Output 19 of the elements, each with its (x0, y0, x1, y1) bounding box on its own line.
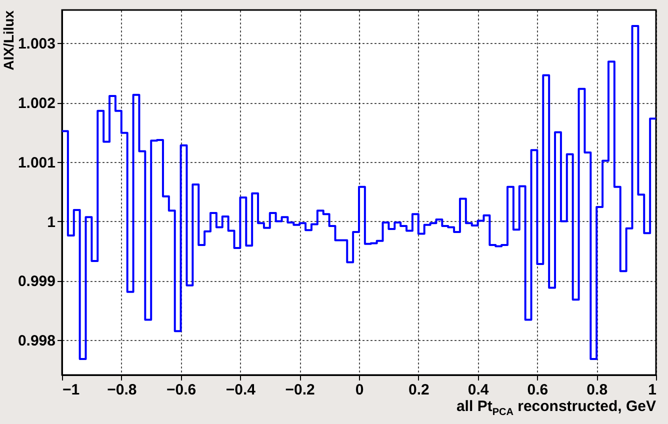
y-tick-label: 1.003 (18, 36, 56, 53)
x-tick-label: 1 (648, 382, 656, 398)
y-tick-label: 0.999 (18, 273, 56, 290)
x-tick-label: −0.8 (107, 382, 137, 398)
x-tick-label: 0.8 (586, 382, 608, 398)
x-tick-label: 0 (355, 382, 364, 398)
y-axis-title: AIX/Lilux (0, 10, 16, 70)
x-tick-label: −0.6 (166, 382, 196, 398)
y-tick-label: 1 (47, 214, 56, 231)
x-tick-label: −0.2 (285, 382, 315, 398)
x-tick-label: −1 (62, 382, 80, 398)
x-tick-label: 0.6 (527, 382, 548, 398)
y-tick-label: 1.002 (18, 95, 56, 112)
y-tick-label: 1.001 (18, 154, 56, 172)
y-tick-label: 0.998 (18, 332, 56, 350)
x-tick-label: 0.2 (408, 382, 430, 398)
x-tick-label: −0.4 (226, 382, 256, 398)
x-tick-label: 0.4 (468, 382, 490, 398)
x-axis-title: all Pt$_{PCA}$ reconstructed, GeV (456, 398, 656, 418)
